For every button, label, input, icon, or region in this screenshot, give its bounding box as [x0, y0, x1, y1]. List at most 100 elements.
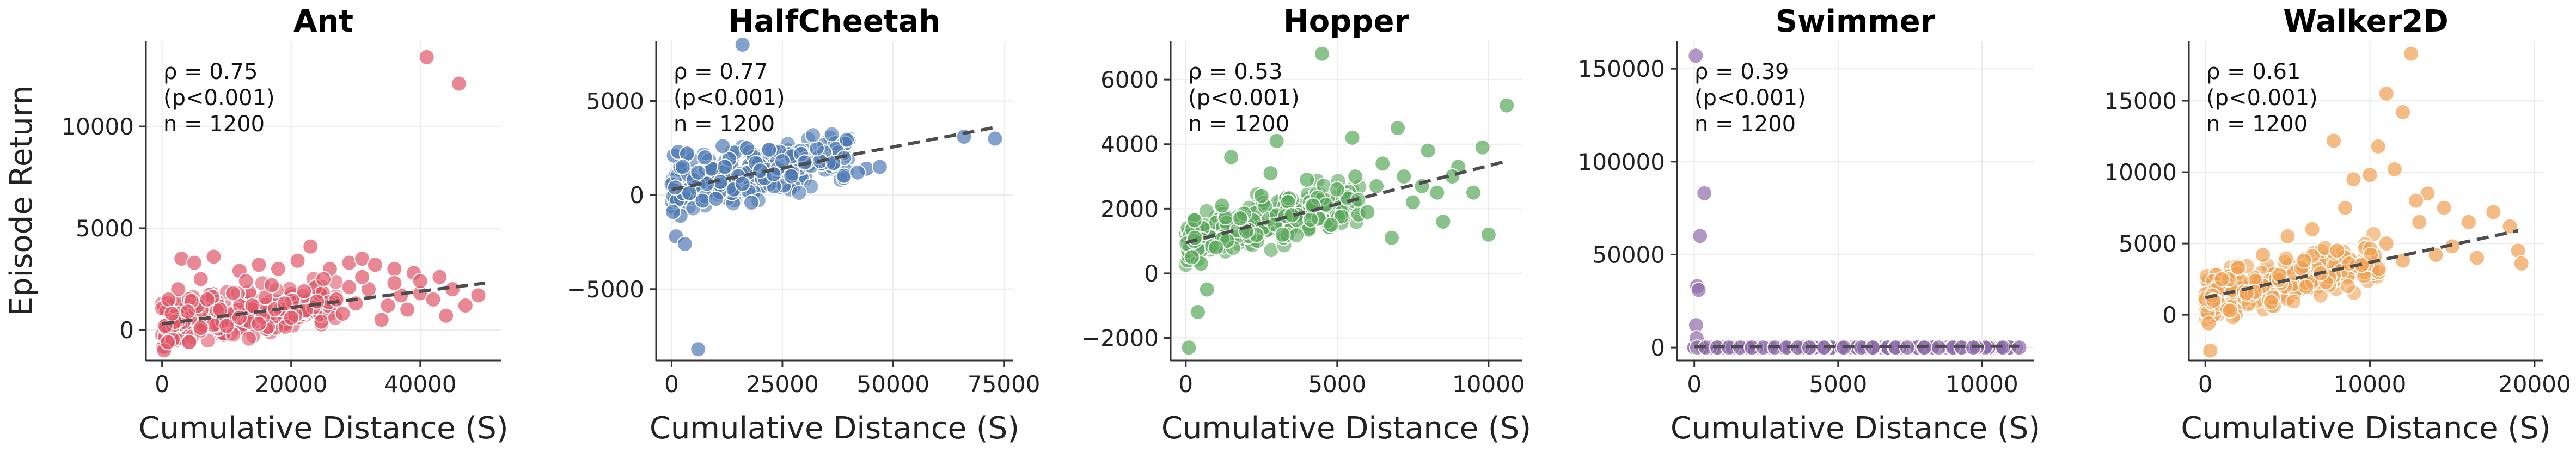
x-tick-label: 20000: [2498, 371, 2571, 398]
data-point: [1268, 132, 1285, 149]
data-point: [1390, 120, 1406, 137]
data-point: [1692, 228, 1709, 245]
data-point: [313, 313, 330, 330]
data-point: [1687, 47, 1704, 64]
panel-ant: 0 20000 40000 0 5000 10000 Ant Cumulative Dista…: [4, 4, 509, 446]
data-point: [664, 204, 681, 221]
data-point: [1429, 184, 1446, 201]
y-tick-label: 0: [2162, 302, 2177, 328]
data-point: [791, 185, 807, 201]
data-point: [2485, 204, 2502, 221]
data-point: [2213, 271, 2230, 288]
panel-swimmer: 0 5000 10000050000100000150000SwimmerCumul…: [1578, 4, 2041, 446]
y-tick-label: 2000: [1100, 196, 1159, 222]
data-point: [186, 254, 203, 271]
y-tick-label: 4000: [1100, 131, 1159, 158]
data-point: [738, 139, 755, 156]
x-tick-label: 0: [1687, 371, 1702, 398]
data-point: [987, 130, 1004, 147]
panel-hopper: 0 5000 10000 −2000 0 2000 4000 6000 Hopper Cumula…: [1081, 4, 1531, 446]
y-tick-label: 50000: [1592, 241, 1665, 268]
data-point: [1274, 226, 1291, 243]
stats-annotation-line: ρ = 0.39: [1694, 59, 1789, 84]
stats-annotation-line: n = 1200: [163, 112, 265, 137]
data-point: [1498, 97, 1515, 114]
data-point: [690, 341, 707, 358]
data-point: [2370, 138, 2387, 155]
data-point: [1344, 129, 1361, 146]
x-tick-label: 0: [1178, 371, 1193, 398]
stats-annotation-line: n = 1200: [1694, 112, 1796, 137]
data-point: [707, 191, 724, 207]
data-point: [694, 192, 711, 209]
x-tick-label: 50000: [857, 371, 930, 398]
data-point: [1253, 187, 1270, 204]
data-point: [160, 291, 177, 308]
y-tick-label: −2000: [1081, 325, 1159, 351]
data-point: [438, 307, 455, 324]
x-tick-label: 0: [155, 371, 169, 398]
panel-title: HalfCheetah: [729, 4, 941, 39]
data-point: [386, 274, 403, 291]
x-tick-label: 10000: [1452, 371, 1525, 398]
data-point: [399, 301, 416, 318]
x-tick-label: 25000: [746, 371, 819, 398]
data-point: [2408, 192, 2425, 209]
y-tick-label: 15000: [2104, 88, 2177, 114]
y-tick-label: 10000: [61, 113, 134, 140]
data-point: [2222, 302, 2238, 319]
data-point: [1696, 185, 1713, 201]
data-point: [1690, 282, 1707, 298]
data-point: [425, 291, 442, 308]
data-point: [1299, 171, 1315, 188]
data-point: [2339, 278, 2356, 295]
data-point: [2296, 252, 2312, 269]
x-tick-label: 20000: [255, 371, 328, 398]
data-point: [2200, 315, 2217, 332]
y-tick-label: −5000: [567, 276, 644, 303]
data-point: [2361, 167, 2378, 184]
y-tick-label: 6000: [1100, 66, 1159, 93]
data-point: [783, 168, 800, 185]
panel-walker2d: 0 10000 20000 0 5000 10000 15000 Walker2D Cumula…: [2104, 4, 2571, 446]
stats-annotation-line: ρ = 0.53: [1188, 59, 1282, 84]
regression-line: [2205, 229, 2519, 300]
x-tick-label: 0: [2198, 371, 2213, 398]
y-axis-label: Episode Return: [4, 85, 39, 316]
y-tick-label: 5000: [586, 88, 644, 114]
data-point: [250, 315, 267, 332]
regression-line: [1694, 344, 2020, 349]
data-point: [2411, 213, 2428, 230]
data-point: [2326, 132, 2342, 149]
data-point: [2345, 171, 2362, 188]
data-point: [1190, 304, 1207, 321]
data-point: [334, 306, 351, 322]
y-tick-label: 0: [119, 317, 134, 344]
data-point: [1435, 213, 1452, 230]
data-point: [1214, 197, 1231, 214]
stats-annotation-line: ρ = 0.75: [163, 59, 258, 84]
x-tick-label: 10000: [2334, 371, 2407, 398]
data-point: [823, 126, 840, 143]
data-point: [1288, 227, 1305, 244]
data-point: [205, 248, 222, 265]
data-point: [1232, 210, 1249, 227]
data-point: [1208, 239, 1225, 256]
data-point: [1323, 216, 1339, 233]
data-point: [315, 271, 332, 288]
data-point: [270, 260, 287, 277]
data-point: [2513, 255, 2530, 272]
data-point: [1186, 212, 1203, 229]
data-point: [849, 164, 866, 181]
data-point: [1314, 45, 1331, 62]
stats-annotation-line: (p<0.001): [674, 85, 785, 111]
data-point: [170, 281, 187, 298]
y-tick-label: 5000: [76, 215, 134, 242]
data-point: [283, 309, 299, 326]
stats-annotation-line: ρ = 0.77: [674, 59, 768, 84]
data-point: [743, 194, 760, 211]
stats-annotation-line: n = 1200: [674, 112, 775, 137]
data-point: [681, 185, 698, 201]
data-point: [2329, 242, 2346, 259]
